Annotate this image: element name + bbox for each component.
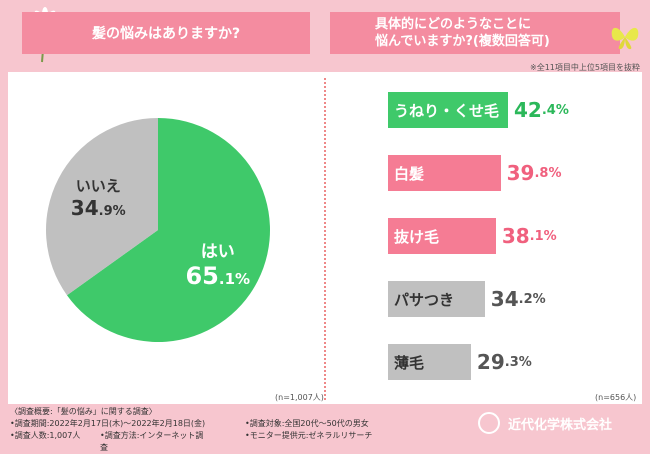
pie-sample-size: (n=1,007人) [275,393,324,402]
bar-label-2: 抜け毛 [394,227,440,246]
pie-label-value-0: 65.1% [185,261,251,290]
bar-label-1: 白髪 [394,164,425,183]
butterfly-icon [611,27,639,50]
question-2-line1: 具体的にどのようなことに [375,17,532,32]
bar-label-4: 薄毛 [394,353,425,372]
company-name: 近代化学株式会社 [508,417,613,433]
survey-title: 〈調査概要:「髪の悩み」に関する調査〉 [10,407,157,416]
pie-label-value-1: 34.9% [70,196,126,221]
panel-divider [324,78,326,400]
bar-value-0: 42.4% [514,98,569,122]
bar-0 [388,92,508,128]
survey-count: •調査人数:1,007人 [10,431,81,440]
survey-summary: 〈調査概要:「髪の悩み」に関する調査〉 •調査期間:2022年2月17日(木)〜… [10,406,372,452]
question-1-banner: 髪の悩みはありますか? [22,12,310,54]
bar-1 [388,155,501,191]
question-1-text: 髪の悩みはありますか? [92,26,241,42]
pie-label-0: はい 65.1% [178,237,258,290]
bar-3 [388,281,485,317]
bar-value-2: 38.1% [501,224,557,248]
survey-provider: •モニター提供元:ゼネラルリサーチ [245,431,373,440]
bar-2 [388,218,496,254]
bar-sample-size: (n=656人) [595,393,637,402]
bar-label-3: パサつき [394,290,455,309]
pie-label-1: いいえ 34.9% [58,175,138,220]
question-2-banner: 具体的にどのようなことに 悩んでいますか?(複数回答可) [330,12,620,54]
pie-slice-1 [45,118,159,296]
bar-value-3: 34.2% [490,287,546,311]
company-brand: 近代化学株式会社 [478,412,612,434]
pie-chart [45,118,270,342]
pie-label-name-0: はい [200,241,235,262]
question-2-line2: 悩んでいますか?(複数回答可) [375,34,550,49]
header: 髪の悩みはありますか? 具体的にどのようなことに 悩んでいますか?(複数回答可)… [0,0,650,72]
survey-period: •調査期間:2022年2月17日(木)〜2022年2月18日(金) [10,419,206,428]
bar-value-4: 29.3% [476,350,532,374]
selection-note: ※全11項目中上位5項目を抜粋 [530,63,640,72]
pie-slice-0 [66,118,270,342]
pie-label-name-1: いいえ [75,177,121,196]
company-logo-icon [478,412,500,434]
bar-value-1: 39.8% [506,161,562,185]
bar-4 [388,344,471,380]
survey-method: •調査方法:インターネット調査 [100,431,204,452]
survey-target: •調査対象:全国20代〜50代の男女 [245,419,369,428]
bar-label-0: うねり・くせ毛 [394,101,500,120]
